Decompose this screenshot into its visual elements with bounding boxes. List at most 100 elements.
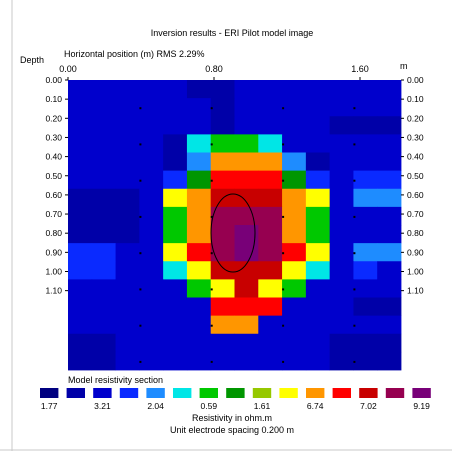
heatmap-cell	[139, 351, 164, 371]
heatmap-cell	[139, 206, 164, 226]
heatmap-cell	[258, 243, 283, 262]
heatmap-cell	[139, 80, 164, 99]
x-tick-label: 0.80	[205, 64, 223, 74]
heatmap-cell	[353, 351, 378, 371]
heatmap-cell	[353, 116, 378, 135]
section-marker	[139, 360, 142, 363]
heatmap-cell	[329, 297, 354, 317]
section-marker	[210, 179, 213, 182]
heatmap-cell	[115, 243, 140, 262]
section-marker	[353, 360, 356, 363]
heatmap-cell	[377, 134, 402, 153]
heatmap-cell	[234, 134, 259, 153]
heatmap-cell	[329, 261, 354, 280]
heatmap-cell	[163, 206, 188, 226]
depth-label: Depth	[20, 55, 44, 65]
heatmap-cell	[329, 333, 354, 353]
heatmap-cell	[210, 80, 235, 99]
heatmap-cell	[353, 243, 378, 262]
heatmap-cell	[91, 170, 116, 190]
y-tick-label-right: 0.80	[407, 228, 424, 238]
heatmap-cell	[305, 170, 331, 190]
y-tick-label-left: 0.10	[45, 94, 62, 104]
heatmap-cell	[210, 279, 235, 298]
heatmap-cell	[282, 243, 307, 262]
section-marker	[210, 324, 213, 327]
heatmap-cell	[234, 116, 259, 135]
heatmap-cell	[68, 80, 93, 99]
x-axis-label: Resistivity in ohm.m	[192, 413, 272, 423]
section-marker	[282, 179, 285, 182]
heatmap-cell	[68, 134, 93, 153]
heatmap-cell	[163, 116, 188, 135]
heatmap-cell	[115, 80, 140, 99]
heatmap-cell	[210, 206, 235, 226]
heatmap-cell	[353, 279, 378, 298]
heatmap-cell	[186, 206, 212, 226]
heatmap-cell	[234, 243, 259, 262]
heatmap-cell	[305, 315, 331, 335]
heatmap-cell	[234, 315, 259, 335]
section-marker	[210, 143, 213, 146]
y-tick-label-left: 0.50	[45, 171, 62, 181]
heatmap-cell	[115, 206, 140, 226]
heatmap-cell	[163, 98, 188, 117]
heatmap-cell	[377, 351, 402, 371]
section-marker	[139, 288, 142, 291]
heatmap-cell	[258, 152, 283, 172]
heatmap-cell	[353, 225, 378, 244]
legend-swatch	[66, 388, 85, 398]
heatmap-cell	[163, 279, 188, 298]
heatmap-cell	[91, 134, 116, 153]
heatmap-cell	[377, 80, 402, 99]
unit-label: m	[400, 61, 408, 71]
heatmap-cell	[234, 279, 259, 298]
section-marker	[210, 215, 213, 218]
legend-swatch	[173, 388, 192, 398]
heatmap-cell	[377, 261, 402, 280]
y-tick-label-right: 0.50	[407, 171, 424, 181]
heatmap-cell	[163, 152, 188, 172]
section-marker	[282, 252, 285, 255]
heatmap-cell	[186, 134, 212, 153]
section-marker	[282, 360, 285, 363]
y-tick-label-left: 0.30	[45, 132, 62, 142]
heatmap-cell	[305, 261, 331, 280]
heatmap-cell	[258, 351, 283, 371]
heatmap-cell	[353, 134, 378, 153]
chart-title: Inversion results - ERI Pilot model imag…	[151, 28, 314, 38]
heatmap-cell	[163, 297, 188, 317]
heatmap-cell	[305, 225, 331, 244]
heatmap-cell	[353, 188, 378, 208]
heatmap-cell	[68, 351, 93, 371]
heatmap-cell	[186, 351, 212, 371]
heatmap-cell	[163, 188, 188, 208]
heatmap-cell	[139, 243, 164, 262]
heatmap-cell	[68, 243, 93, 262]
heatmap-cell	[91, 333, 116, 353]
section-marker	[353, 143, 356, 146]
y-tick-label-left: 0.00	[45, 75, 62, 85]
heatmap-cell	[258, 297, 283, 317]
heatmap-cell	[377, 297, 402, 317]
heatmap-cell	[91, 351, 116, 371]
heatmap-cell	[353, 206, 378, 226]
heatmap-cell	[305, 134, 331, 153]
heatmap-cell	[353, 333, 378, 353]
y-tick-label-right: 0.00	[407, 75, 424, 85]
heatmap-cell	[258, 315, 283, 335]
section-marker	[210, 360, 213, 363]
heatmap-cell	[115, 279, 140, 298]
section-marker	[353, 179, 356, 182]
section-marker	[139, 215, 142, 218]
heatmap-cell	[186, 116, 212, 135]
heatmap-cell	[91, 315, 116, 335]
heatmap-cell	[115, 188, 140, 208]
heatmap-cell	[353, 297, 378, 317]
heatmap-cell	[377, 170, 402, 190]
heatmap-cell	[139, 116, 164, 135]
heatmap-cell	[258, 116, 283, 135]
heatmap-cell	[282, 116, 307, 135]
heatmap-cell	[305, 116, 331, 135]
y-axis-left: 0.00 0.10 0.20 0.30 0.40 0.50 0.60 0.70 0.80 0.90…	[45, 75, 68, 296]
